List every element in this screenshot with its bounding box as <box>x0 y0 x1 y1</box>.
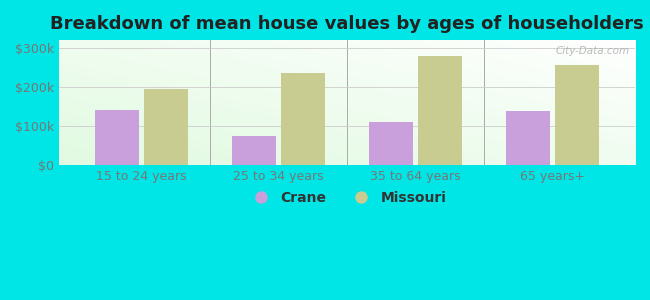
Bar <box>556 65 599 165</box>
Text: City-Data.com: City-Data.com <box>555 46 629 56</box>
Bar <box>369 122 413 165</box>
Bar <box>281 73 325 165</box>
Bar <box>144 89 188 165</box>
Title: Breakdown of mean house values by ages of householders: Breakdown of mean house values by ages o… <box>50 15 644 33</box>
Bar <box>95 110 138 165</box>
Legend: Crane, Missouri: Crane, Missouri <box>242 185 452 210</box>
Bar <box>232 136 276 165</box>
Bar <box>419 56 462 165</box>
Bar <box>506 111 550 165</box>
